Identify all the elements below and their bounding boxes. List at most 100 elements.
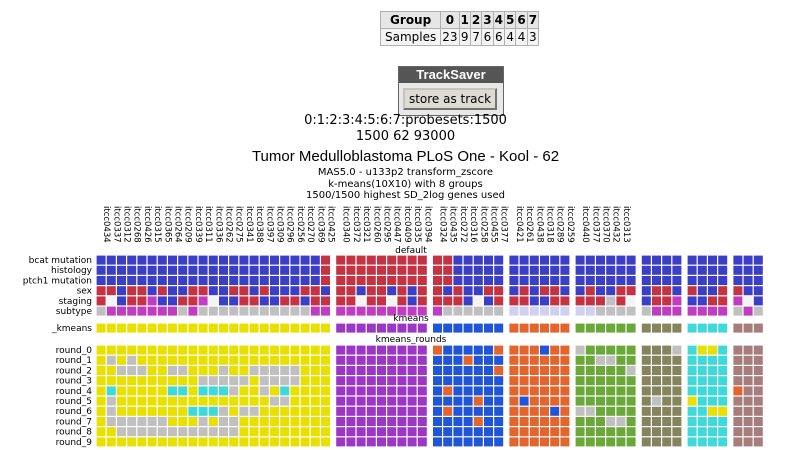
heatmap-cell [239, 406, 249, 416]
sample-id-label: itcc0312 [122, 206, 132, 243]
heatmap-cell [606, 306, 616, 316]
heatmap-cell [239, 296, 249, 306]
heatmap-cell [147, 345, 157, 355]
heatmap-cell [229, 323, 239, 333]
heatmap-cell [662, 255, 672, 265]
heatmap-cell [366, 345, 376, 355]
heatmap-cell [529, 386, 539, 396]
heatmap-cell [473, 386, 483, 396]
heatmap-cell [321, 386, 330, 396]
heatmap-cell [137, 265, 147, 275]
heatmap-cell [585, 386, 595, 396]
heatmap-cell [106, 437, 116, 447]
heatmap-cell [484, 306, 493, 316]
heatmap-cell [697, 296, 707, 306]
heatmap-cell [407, 255, 417, 265]
heatmap-cell [239, 417, 249, 426]
heatmap-cell [178, 286, 188, 296]
heatmap-cell [519, 306, 529, 316]
heatmap-cell [743, 427, 753, 437]
heatmap-cell [280, 286, 290, 296]
heatmap-cell [397, 255, 407, 265]
heatmap-cell [290, 386, 300, 396]
tracksaver-panel: TrackSaver store as track [398, 66, 504, 116]
heatmap-cell [417, 355, 427, 365]
heatmap-cell [168, 427, 177, 437]
heatmap-cell [137, 396, 147, 406]
heatmap-cell [397, 296, 407, 306]
heatmap-cell [616, 296, 626, 306]
heatmap-cell [718, 417, 728, 426]
heatmap-cell [198, 255, 208, 265]
heatmap-cell [96, 417, 106, 426]
heatmap-cell [585, 286, 595, 296]
heatmap-cell [366, 265, 376, 275]
heatmap-cell [575, 355, 585, 365]
heatmap-cell [219, 406, 228, 416]
heatmap-cell [321, 306, 330, 316]
heatmap-cell [229, 406, 239, 416]
heatmap-cell [453, 406, 463, 416]
heatmap-cell [249, 366, 259, 375]
heatmap-cell [387, 376, 397, 386]
heatmap-cell [529, 417, 539, 426]
heatmap-cell [596, 345, 605, 355]
heatmap-cell [321, 345, 330, 355]
heatmap-cell [270, 406, 279, 416]
heatmap-cell [229, 427, 239, 437]
heatmap-cell [433, 406, 442, 416]
heatmap-cell [377, 396, 386, 406]
heatmap-cell [377, 427, 386, 437]
heatmap-cell [137, 255, 147, 265]
heatmap-cell [178, 376, 188, 386]
heatmap-cell [718, 306, 728, 316]
heatmap-cell [377, 366, 386, 375]
sample-id-label: itcc0318 [545, 206, 555, 243]
heatmap-cell [229, 396, 239, 406]
round-row-label: round_0 [56, 346, 93, 356]
sample-id-label: itcc0339 [193, 206, 203, 243]
heatmap-cell [377, 306, 386, 316]
heatmap-cell [606, 406, 616, 416]
heatmap-cell [453, 396, 463, 406]
heatmap-cell [697, 355, 707, 365]
heatmap-cell [606, 437, 616, 447]
heatmap-cell [259, 265, 269, 275]
heatmap-cell [147, 286, 157, 296]
heatmap-cell [270, 323, 279, 333]
heatmap-cell [606, 265, 616, 275]
heatmap-cell [453, 306, 463, 316]
sample-count: 6 [481, 28, 494, 46]
heatmap-cell [178, 255, 188, 265]
heatmap-cell [208, 355, 218, 365]
heatmap-cell [484, 386, 493, 396]
heatmap-cell [407, 306, 417, 316]
heatmap-cell [433, 386, 442, 396]
heatmap-cell [453, 265, 463, 275]
heatmap-cell [560, 355, 570, 365]
heatmap-cell [366, 427, 376, 437]
heatmap-cell [463, 417, 473, 426]
store-as-track-button[interactable]: store as track [403, 88, 497, 110]
heatmap-cell [356, 323, 366, 333]
heatmap-cell [743, 386, 753, 396]
heatmap-cell [300, 355, 310, 365]
heatmap-cell [743, 406, 753, 416]
heatmap-cell [606, 366, 616, 375]
subtitle-genes: 1500/1500 highest SD_2log genes used [306, 190, 505, 201]
heatmap-cell [346, 386, 356, 396]
heatmap-cell [96, 427, 106, 437]
heatmap-cell [229, 286, 239, 296]
heatmap-cell [137, 323, 147, 333]
heatmap-cell [356, 386, 366, 396]
heatmap-cell [575, 286, 585, 296]
heatmap-cell [239, 437, 249, 447]
heatmap-cell [519, 323, 529, 333]
heatmap-cell [662, 427, 672, 437]
heatmap-cell [377, 355, 386, 365]
heatmap-cell [397, 265, 407, 275]
heatmap-cell [540, 386, 549, 396]
heatmap-cell [106, 276, 116, 285]
sample-count: 6 [492, 28, 505, 46]
heatmap-cell [168, 306, 177, 316]
